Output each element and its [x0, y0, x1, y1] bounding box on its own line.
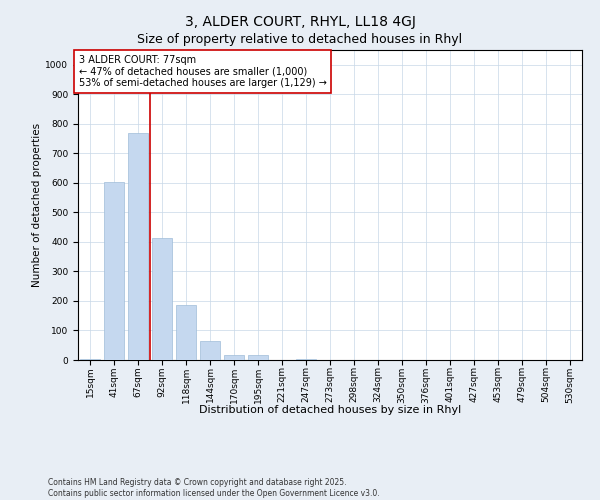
- X-axis label: Distribution of detached houses by size in Rhyl: Distribution of detached houses by size …: [199, 406, 461, 415]
- Text: 3, ALDER COURT, RHYL, LL18 4GJ: 3, ALDER COURT, RHYL, LL18 4GJ: [185, 15, 415, 29]
- Y-axis label: Number of detached properties: Number of detached properties: [32, 123, 43, 287]
- Bar: [200, 342, 220, 360]
- Bar: [248, 354, 268, 360]
- Text: Size of property relative to detached houses in Rhyl: Size of property relative to detached ho…: [137, 32, 463, 46]
- Bar: [224, 354, 244, 360]
- Bar: [296, 358, 316, 360]
- Bar: [152, 238, 172, 360]
- Text: Contains HM Land Registry data © Crown copyright and database right 2025.
Contai: Contains HM Land Registry data © Crown c…: [48, 478, 380, 498]
- Bar: [176, 306, 196, 360]
- Bar: [104, 182, 124, 360]
- Bar: [80, 359, 100, 360]
- Bar: [128, 132, 148, 360]
- Text: 3 ALDER COURT: 77sqm
← 47% of detached houses are smaller (1,000)
53% of semi-de: 3 ALDER COURT: 77sqm ← 47% of detached h…: [79, 54, 326, 88]
